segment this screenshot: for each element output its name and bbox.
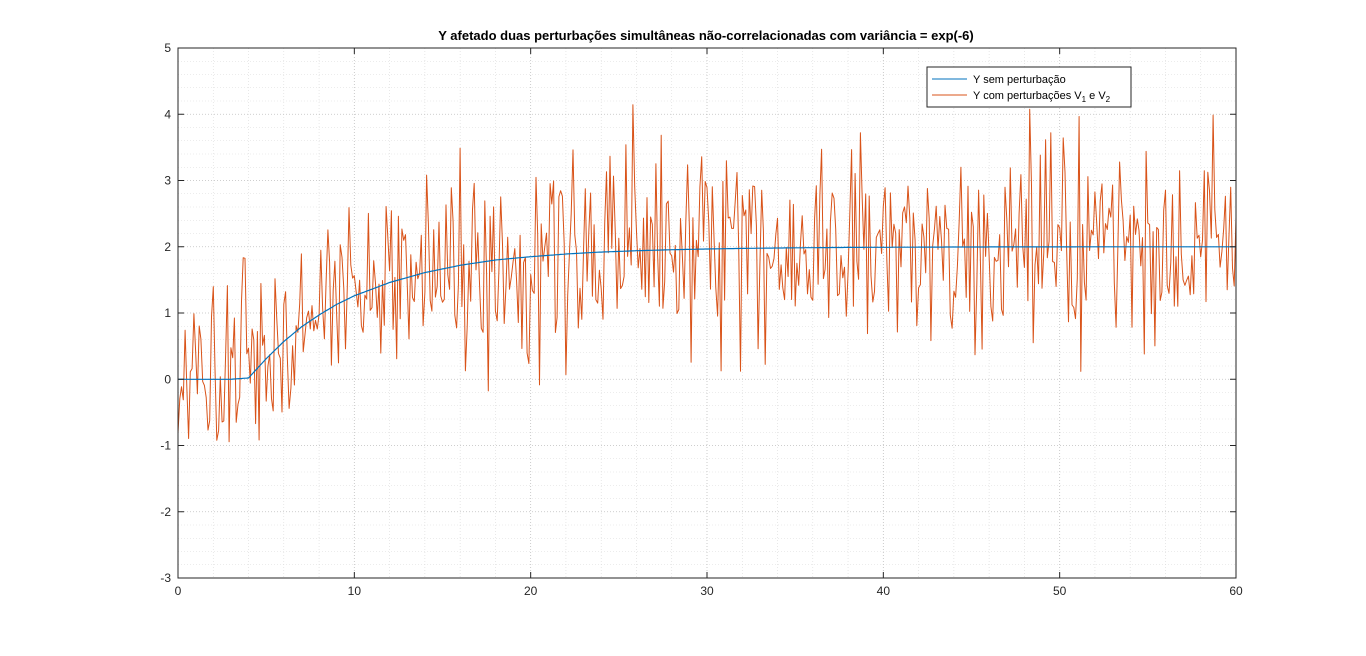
x-tick-label: 50 (1053, 584, 1067, 598)
x-tick-label: 40 (877, 584, 891, 598)
series-layer (177, 104, 1237, 443)
x-tick-label: 30 (700, 584, 714, 598)
legend-box (926, 66, 1132, 108)
legend-label-main: Y com perturbações V (973, 90, 1082, 102)
y-tick-label: -3 (160, 571, 171, 585)
legend-label-y-sem-perturbacao: Y sem perturbação (973, 74, 1066, 86)
legend-label-y-com-perturbacoes: Y com perturbações V1 e V2 (973, 90, 1111, 104)
x-tick-label: 20 (524, 584, 538, 598)
y-tick-label: 3 (164, 174, 171, 188)
chart-title: Y afetado duas perturbações simultâneas … (438, 28, 974, 43)
legend: Y sem perturbação Y com perturbações V1 … (926, 66, 1132, 108)
series-line-y-com-perturbacoes (177, 104, 1237, 443)
x-tick-label: 0 (175, 584, 182, 598)
x-tick-label: 10 (348, 584, 362, 598)
grid (177, 47, 1237, 579)
axis-ticks: 0 10 20 30 40 50 60 -3 -2 -1 0 1 2 3 4 5 (160, 41, 1243, 598)
x-tick-label: 60 (1229, 584, 1243, 598)
y-tick-label: 2 (164, 240, 171, 254)
y-tick-label: 4 (164, 107, 171, 121)
y-tick-label: 5 (164, 41, 171, 55)
legend-label-sub-2: 2 (1106, 95, 1111, 104)
y-tick-label: 0 (164, 372, 171, 386)
y-tick-label: -1 (160, 439, 171, 453)
series-line-y-sem-perturbacao (178, 246, 1236, 380)
y-tick-label: -2 (160, 505, 171, 519)
y-tick-label: 1 (164, 306, 171, 320)
legend-label-sub-1: 1 (1082, 95, 1087, 104)
legend-label-mid: e V (1086, 90, 1106, 102)
